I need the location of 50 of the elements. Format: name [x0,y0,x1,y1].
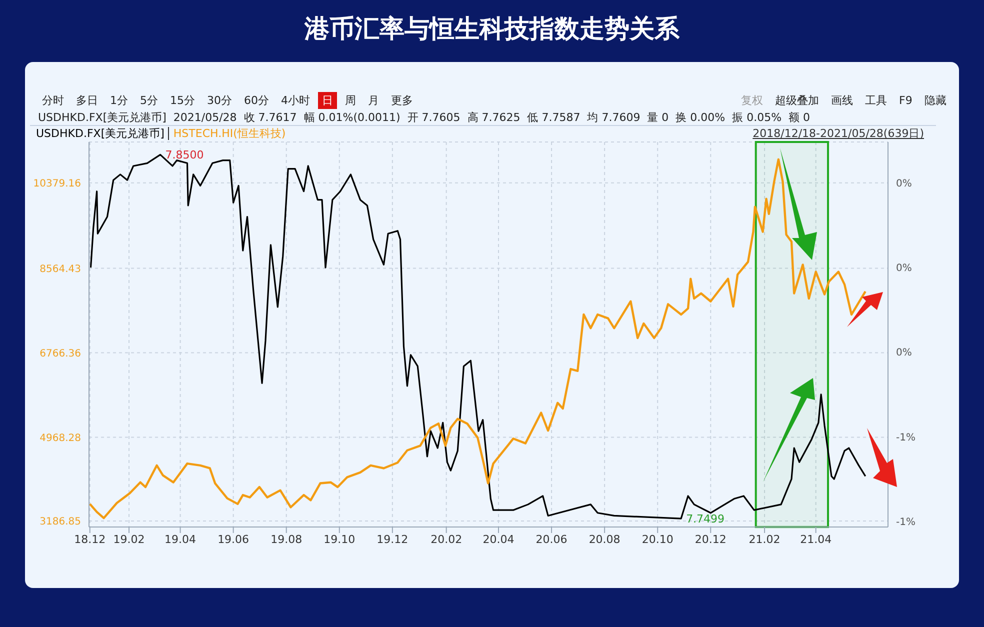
text: 周 [344,93,357,109]
x-tick-label: 19.12 [376,532,408,546]
text: 月 [367,93,380,109]
annotation: 7.8500 [165,148,204,162]
x-tick-label: 18.12 [74,532,106,546]
x-tick-label: 19.10 [324,532,356,546]
x-tick-label: 19.02 [113,532,145,546]
x-tick-label: 19.08 [270,532,302,546]
y2-tick-label: 0% [896,178,912,190]
x-tick-label: 20.02 [430,532,462,546]
y-tick-label: 4968.28 [40,432,81,444]
x-tick-label: 19.06 [218,532,250,546]
y2-tick-label: -1% [896,516,916,528]
text: 多日 [75,93,99,109]
text: HSTECH.HI(恒生科技) [168,127,286,140]
series-label: USDHKD.FX[美元兑港币] [36,127,164,140]
chart-title: 港币汇率与恒生科技指数走势关系 [303,13,680,45]
x-tick-label: 20.06 [536,532,568,546]
y-tick-label: 3186.85 [40,516,81,528]
text: 30分 [206,93,233,109]
x-tick-label: 20.08 [588,532,620,546]
text: 1分 [109,93,129,109]
text: 日 [318,92,337,109]
x-tick-label: 20.10 [642,532,674,546]
y2-tick-label: 0% [896,263,912,274]
text: 画线 [830,93,854,109]
text: 超级叠加 [774,93,820,109]
text: 4小时 [280,93,311,109]
text: 隐藏 [923,93,948,109]
y-tick-label: 8564.43 [40,264,81,275]
text: 工具 [864,93,888,109]
text: USDHKD.FX[美元兑港币] 2021/05/28 收 7.7617 幅 0.01%(0.0011) 开 7.7605 高 7.7625 低 7.7587 均 7.7609 量 0 换 0.00% 振 0.05% 额 0 [38,110,810,125]
text: 更多 [390,93,414,109]
y-tick-label: 6766.36 [40,348,81,360]
y2-tick-label: 0% [896,348,912,359]
text: 60分 [243,93,270,109]
x-tick-label: 19.04 [164,532,196,546]
text: 2018/12/18-2021/05/28(639日) [752,126,924,141]
text: 分时 [41,93,65,109]
text: 15分 [169,93,196,109]
text: 复权 [740,93,764,109]
annotation: 7.7499 [686,512,725,526]
x-tick-label: 21.04 [800,532,832,546]
x-tick-label: 21.02 [748,532,780,546]
y-tick-label: 10379.16 [33,178,81,190]
x-tick-label: 20.12 [694,532,726,546]
text: 5分 [139,93,159,109]
y2-tick-label: -1% [896,432,916,444]
x-tick-label: 20.04 [482,532,514,546]
text: F9 [898,93,914,108]
